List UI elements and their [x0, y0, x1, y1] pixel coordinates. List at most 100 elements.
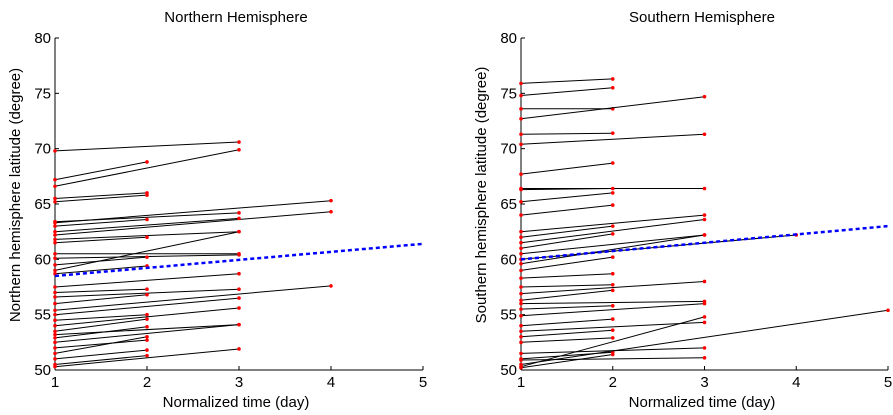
series-line — [54, 265, 148, 275]
data-point — [610, 203, 615, 207]
data-point — [329, 198, 333, 203]
data-point — [610, 131, 615, 135]
series-line — [520, 303, 705, 317]
series-line — [520, 256, 613, 271]
series-line — [54, 192, 148, 199]
y-tick-label: 65 — [34, 196, 51, 213]
series-line — [520, 305, 613, 310]
series-line — [54, 219, 148, 227]
data-point — [53, 237, 57, 242]
data-point — [145, 292, 149, 297]
data-point — [519, 235, 523, 239]
series-line — [520, 234, 797, 260]
x-tick-label: 3 — [700, 374, 708, 391]
data-point — [519, 335, 523, 339]
data-point — [519, 107, 523, 111]
data-point — [53, 357, 57, 361]
data-point — [610, 161, 615, 165]
data-point — [610, 191, 615, 195]
x-tick-label: 4 — [792, 374, 800, 391]
series-line — [54, 318, 148, 332]
data-point — [519, 81, 523, 86]
data-point — [610, 77, 615, 81]
data-point — [329, 284, 333, 288]
data-point — [53, 199, 57, 204]
series-line — [54, 324, 240, 343]
data-point — [519, 276, 523, 280]
series-line — [54, 336, 148, 354]
series-line — [54, 273, 240, 288]
series-line — [54, 349, 148, 360]
data-point — [702, 315, 707, 319]
data-point — [519, 240, 523, 245]
data-point — [145, 255, 149, 259]
series-line — [520, 192, 613, 203]
data-point — [145, 317, 149, 321]
x-tick-label: 1 — [51, 374, 59, 391]
data-point — [237, 296, 241, 300]
x-tick-label: 4 — [327, 374, 335, 391]
data-point — [519, 213, 523, 217]
data-point — [519, 199, 523, 204]
data-point — [610, 282, 615, 287]
series-line — [520, 354, 613, 369]
series-line — [520, 87, 613, 96]
data-point — [519, 285, 523, 289]
data-point — [519, 329, 523, 334]
data-point — [145, 193, 149, 197]
data-point — [702, 301, 707, 306]
data-point — [519, 301, 523, 306]
y-tick-label: 80 — [500, 30, 517, 47]
data-point — [53, 149, 57, 153]
data-point — [610, 186, 615, 191]
series-line — [520, 204, 613, 216]
data-point — [610, 336, 615, 340]
data-point — [237, 287, 241, 292]
y-tick-label: 55 — [34, 307, 51, 324]
series-line — [520, 96, 705, 120]
data-point — [53, 362, 57, 367]
series-line — [520, 289, 613, 301]
data-point — [519, 93, 523, 98]
data-point — [702, 233, 707, 237]
data-point — [519, 252, 523, 256]
series-line — [54, 326, 148, 339]
data-point — [610, 255, 615, 259]
data-point — [237, 211, 241, 215]
southern-hemisphere-chart: Southern Hemisphere Normalized time (day… — [473, 9, 892, 411]
series-line — [520, 188, 613, 191]
x-axis-label: Normalized time (day) — [629, 394, 776, 411]
data-point — [702, 320, 707, 325]
series-line — [520, 316, 705, 368]
data-point — [237, 253, 241, 257]
x-tick-label: 2 — [143, 374, 151, 391]
data-point — [53, 196, 57, 201]
data-point — [53, 323, 57, 328]
data-point — [519, 229, 523, 234]
series-line — [54, 294, 148, 305]
series-line — [520, 321, 705, 332]
data-point — [519, 323, 523, 328]
data-point — [519, 365, 523, 370]
x-tick-label: 1 — [517, 374, 525, 391]
data-point — [237, 271, 241, 276]
data-point — [519, 298, 523, 303]
data-point — [237, 216, 241, 221]
series-line — [520, 234, 705, 265]
data-point — [519, 291, 523, 296]
data-point — [519, 142, 523, 147]
data-point — [53, 177, 57, 182]
data-point — [145, 348, 149, 352]
series-line — [54, 288, 148, 293]
data-point — [53, 263, 57, 267]
data-point — [53, 351, 57, 356]
series-line — [520, 337, 613, 343]
data-point — [519, 358, 523, 362]
data-point — [610, 86, 615, 90]
data-point — [53, 332, 57, 337]
data-point — [610, 304, 615, 308]
y-tick-label: 75 — [34, 85, 51, 102]
data-point — [53, 336, 57, 340]
x-tick-label: 5 — [884, 374, 892, 391]
x-tick-label: 3 — [235, 374, 243, 391]
